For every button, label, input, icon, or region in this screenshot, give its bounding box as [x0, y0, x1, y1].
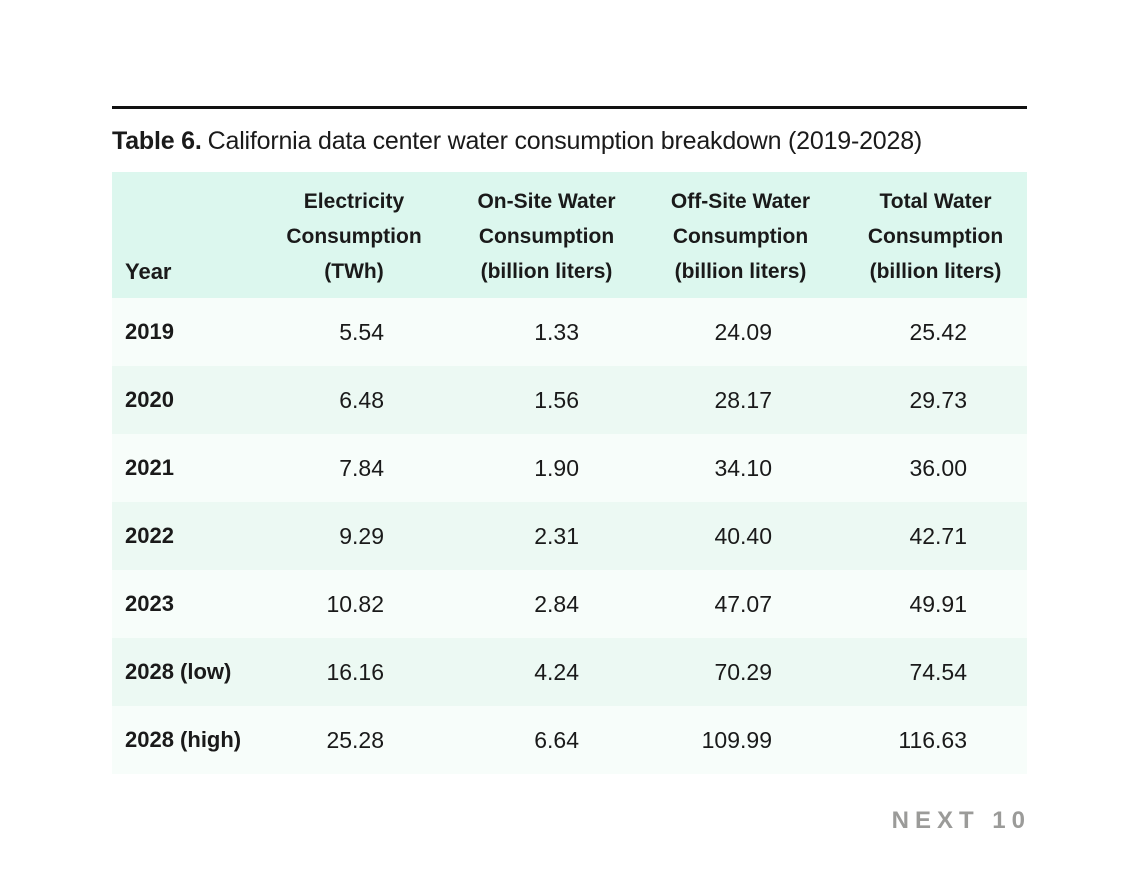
- column-header-offsite-water: Off-Site Water Consumption (billion lite…: [637, 172, 830, 298]
- table-caption: Table 6. California data center water con…: [112, 109, 1027, 172]
- next10-logo: NEXT 10: [891, 807, 1031, 834]
- column-header-onsite-water: On-Site Water Consumption (billion liter…: [442, 172, 637, 298]
- total-water-cell: 49.91: [909, 590, 967, 617]
- onsite-water-cell: 1.90: [534, 454, 579, 481]
- year-cell: 2020: [125, 387, 174, 412]
- electricity-cell: 10.82: [326, 590, 384, 617]
- table-row-2023: 2023 10.82 2.84 47.07 49.91: [112, 570, 1027, 638]
- total-water-cell: 25.42: [909, 318, 967, 345]
- table-row-2019: 2019 5.54 1.33 24.09 25.42: [112, 298, 1027, 366]
- total-water-cell: 36.00: [909, 454, 967, 481]
- table-caption-text: California data center water consumption…: [207, 127, 923, 155]
- header-row: Year Electricity Consumption (TWh) On-Si…: [112, 172, 1027, 298]
- total-water-cell: 29.73: [909, 386, 967, 413]
- total-water-cell: 74.54: [909, 658, 967, 685]
- electricity-cell: 9.29: [339, 522, 384, 549]
- total-water-cell: 42.71: [909, 522, 967, 549]
- year-cell: 2023: [125, 591, 174, 616]
- table-row-2022: 2022 9.29 2.31 40.40 42.71: [112, 502, 1027, 570]
- column-header-electricity: Electricity Consumption (TWh): [252, 172, 442, 298]
- electricity-cell: 25.28: [326, 726, 384, 753]
- offsite-water-cell: 70.29: [714, 658, 772, 685]
- offsite-water-cell: 47.07: [714, 590, 772, 617]
- electricity-cell: 16.16: [326, 658, 384, 685]
- offsite-water-cell: 28.17: [714, 386, 772, 413]
- table-block: Table 6. California data center water con…: [112, 0, 1027, 835]
- onsite-water-cell: 2.31: [534, 522, 579, 549]
- onsite-water-cell: 4.24: [534, 658, 579, 685]
- table-row-2028-low: 2028 (low) 16.16 4.24 70.29 74.54: [112, 638, 1027, 706]
- column-header-year: Year: [112, 172, 252, 298]
- electricity-cell: 6.48: [339, 386, 384, 413]
- table-row-2028-high: 2028 (high) 25.28 6.64 109.99 116.63: [112, 706, 1027, 774]
- year-cell: 2021: [125, 455, 174, 480]
- total-water-cell: 116.63: [898, 726, 967, 753]
- column-header-total-water: Total Water Consumption (billion liters): [830, 172, 1027, 298]
- top-rule: [112, 106, 1027, 109]
- year-cell: 2019: [125, 319, 174, 344]
- table-row-2020: 2020 6.48 1.56 28.17 29.73: [112, 366, 1027, 434]
- year-cell: 2028 (low): [125, 659, 232, 684]
- table-row-2021: 2021 7.84 1.90 34.10 36.00: [112, 434, 1027, 502]
- offsite-water-cell: 40.40: [714, 522, 772, 549]
- offsite-water-cell: 24.09: [714, 318, 772, 345]
- year-cell: 2022: [125, 523, 174, 548]
- year-cell: 2028 (high): [125, 727, 242, 752]
- electricity-cell: 7.84: [339, 454, 384, 481]
- offsite-water-cell: 34.10: [714, 454, 772, 481]
- data-table: Year Electricity Consumption (TWh) On-Si…: [112, 172, 1027, 774]
- table-caption-label: Table 6.: [112, 127, 202, 155]
- electricity-cell: 5.54: [339, 318, 384, 345]
- onsite-water-cell: 1.56: [534, 386, 579, 413]
- onsite-water-cell: 6.64: [534, 726, 579, 753]
- onsite-water-cell: 1.33: [534, 318, 579, 345]
- onsite-water-cell: 2.84: [534, 590, 579, 617]
- offsite-water-cell: 109.99: [701, 726, 772, 753]
